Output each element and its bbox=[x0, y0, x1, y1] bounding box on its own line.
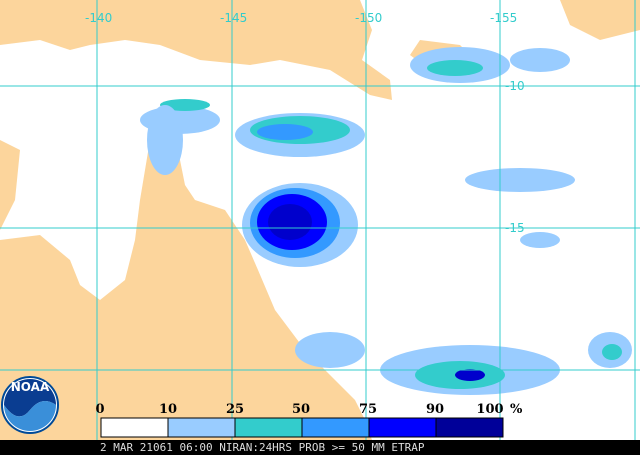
legend-label: 10 bbox=[159, 402, 177, 417]
latitude-label: -10 bbox=[505, 79, 525, 93]
footer-bar bbox=[0, 440, 640, 455]
footer-text: 2 MAR 21061 06:00 NIRAN:24HRS PROB >= 50… bbox=[100, 441, 425, 454]
legend-label: 100 bbox=[476, 402, 503, 417]
noaa-logo: NOAA bbox=[1, 376, 59, 434]
legend-label: 50 bbox=[292, 402, 310, 417]
legend-label: 25 bbox=[226, 402, 244, 417]
longitude-label: -155 bbox=[490, 11, 517, 25]
legend-label: 90 bbox=[426, 402, 444, 417]
longitude-label: -140 bbox=[85, 11, 112, 25]
longitude-label: -150 bbox=[355, 11, 382, 25]
legend-unit: % bbox=[510, 402, 523, 417]
legend: 0 10 25 50 75 90 100 % bbox=[95, 402, 523, 438]
longitude-label: -145 bbox=[220, 11, 247, 25]
legend-label: 75 bbox=[359, 402, 377, 417]
legend-label: 0 bbox=[95, 402, 104, 417]
grid bbox=[0, 0, 640, 440]
latitude-label: -15 bbox=[505, 221, 525, 235]
logo-text: NOAA bbox=[11, 380, 50, 394]
